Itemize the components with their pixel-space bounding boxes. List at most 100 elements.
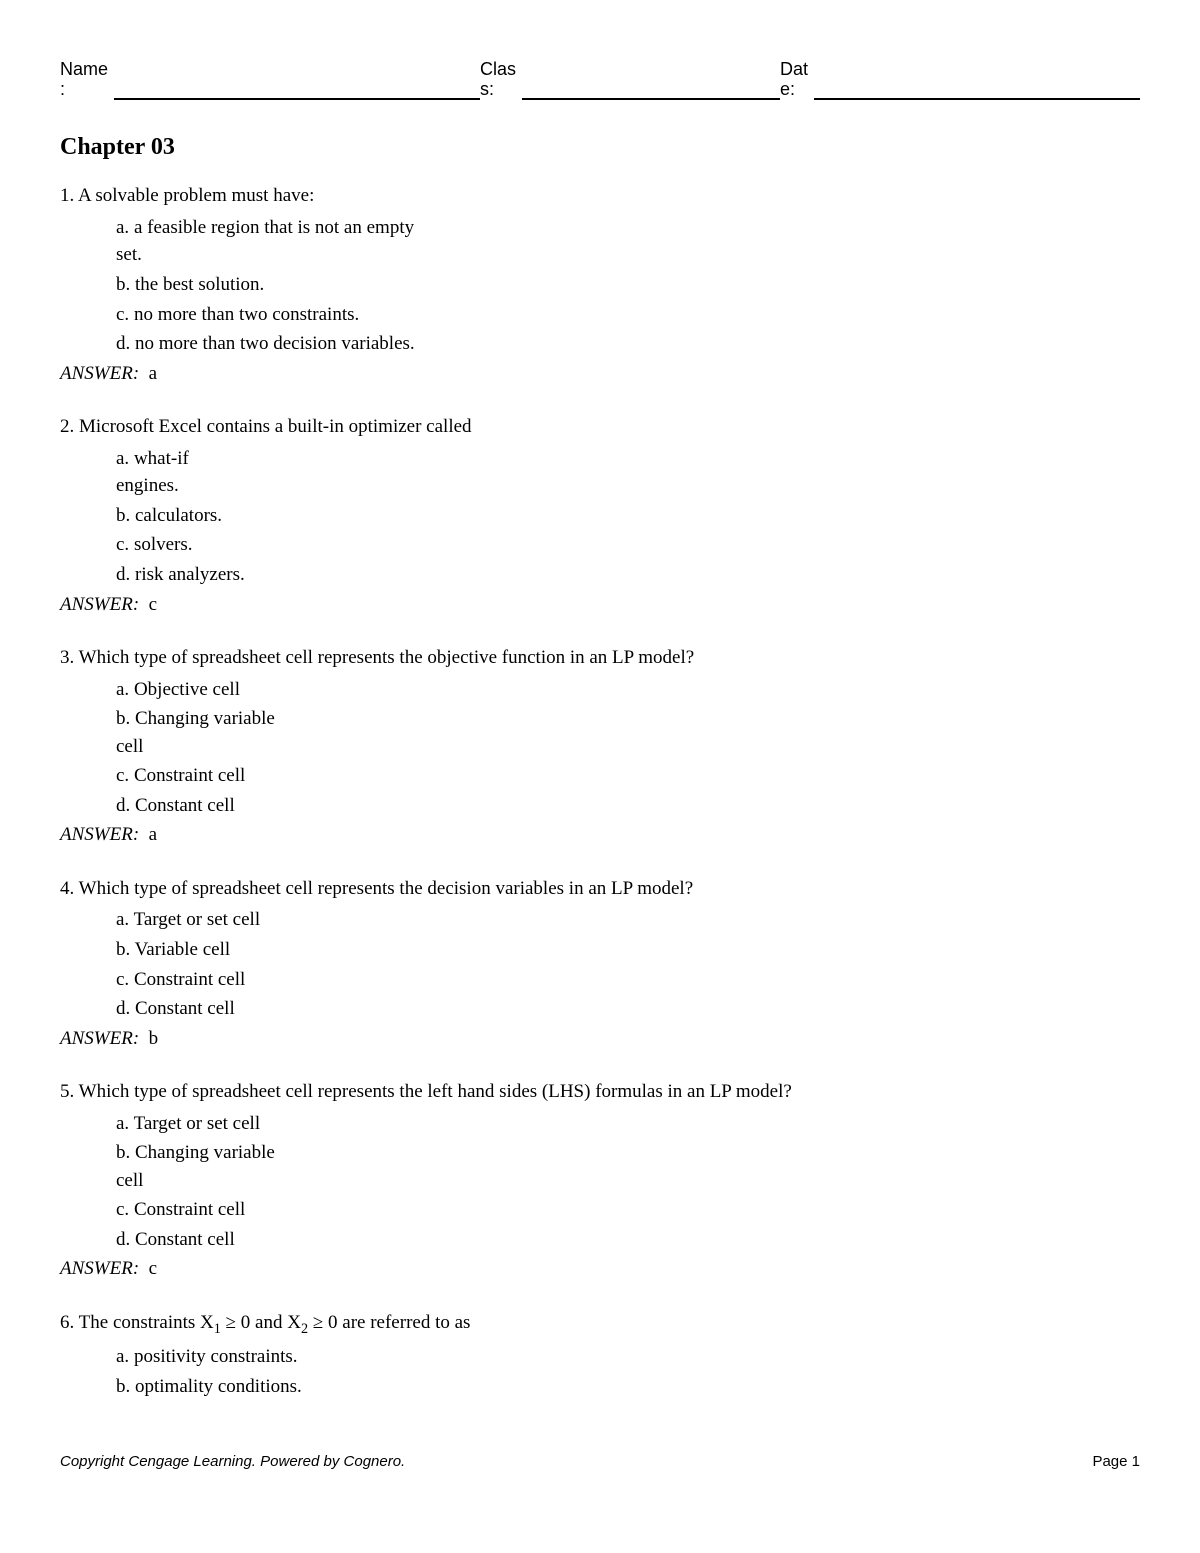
- question-3-option-d-text: Constant cell: [135, 795, 235, 816]
- class-label-top: Clas: [480, 60, 516, 80]
- page-footer: Copyright Cengage Learning. Powered by C…: [60, 1451, 1140, 1473]
- date-label-top: Dat: [780, 60, 808, 80]
- question-5-options: a. Target or set cell b. Changing variab…: [60, 1110, 960, 1254]
- question-4-number: 4.: [60, 878, 74, 899]
- question-2-option-c: c. solvers.: [116, 531, 960, 559]
- question-1-option-b-text: the best solution.: [135, 274, 264, 295]
- name-label-bot: :: [60, 80, 108, 100]
- question-3-answer: ANSWER: a: [60, 821, 1140, 849]
- question-5-option-a: a. Target or set cell: [116, 1110, 960, 1138]
- question-2-options: a. what-if engines. b. calculators. c. s…: [60, 445, 960, 589]
- question-4-option-d-text: Constant cell: [135, 998, 235, 1019]
- question-1-option-c-text: no more than two constraints.: [134, 304, 359, 325]
- class-label-bot: s:: [480, 80, 516, 100]
- question-1-answer-value: a: [149, 363, 157, 384]
- question-2-option-a: a. what-if engines.: [116, 445, 256, 500]
- question-3-option-c: c. Constraint cell: [116, 762, 960, 790]
- question-4-option-c: c. Constraint cell: [116, 966, 960, 994]
- question-1-option-a: a. a feasible region that is not an empt…: [116, 214, 416, 269]
- footer-copyright: Copyright Cengage Learning. Powered by C…: [60, 1451, 405, 1473]
- question-1-option-b: b. the best solution.: [116, 271, 960, 299]
- question-2-answer-value: c: [149, 594, 157, 615]
- question-6-prompt-mid2: ≥ 0 are referred to as: [308, 1312, 470, 1333]
- question-4-option-b: b. Variable cell: [116, 936, 960, 964]
- question-1-option-d-text: no more than two decision variables.: [135, 333, 415, 354]
- question-5-option-a-text: Target or set cell: [134, 1113, 261, 1134]
- chapter-title: Chapter 03: [60, 130, 1140, 165]
- question-3-option-c-text: Constraint cell: [134, 765, 245, 786]
- question-2-text: 2. Microsoft Excel contains a built-in o…: [60, 413, 1140, 441]
- question-1-option-a-text: a feasible region that is not an empty s…: [116, 217, 414, 266]
- question-5-option-d-text: Constant cell: [135, 1229, 235, 1250]
- question-6-prompt-pre: The constraints X: [79, 1312, 214, 1333]
- question-5-option-c: c. Constraint cell: [116, 1196, 960, 1224]
- question-2: 2. Microsoft Excel contains a built-in o…: [60, 413, 1140, 618]
- question-3: 3. Which type of spreadsheet cell repres…: [60, 644, 1140, 849]
- question-6-option-b: b. optimality conditions.: [116, 1373, 960, 1401]
- question-2-answer: ANSWER: c: [60, 591, 1140, 619]
- question-2-prompt: Microsoft Excel contains a built-in opti…: [79, 416, 472, 437]
- question-5-answer-value: c: [149, 1258, 157, 1279]
- question-6-number: 6.: [60, 1312, 74, 1333]
- question-5-option-b-text: Changing variable cell: [116, 1142, 275, 1191]
- question-5-answer: ANSWER: c: [60, 1255, 1140, 1283]
- question-3-option-a-text: Objective cell: [134, 679, 240, 700]
- question-5: 5. Which type of spreadsheet cell repres…: [60, 1078, 1140, 1283]
- question-2-option-c-text: solvers.: [134, 534, 193, 555]
- question-6-options: a. positivity constraints. b. optimality…: [60, 1343, 960, 1400]
- question-2-option-a-text: what-if engines.: [116, 448, 189, 497]
- question-1-text: 1. A solvable problem must have:: [60, 182, 1140, 210]
- question-4-prompt: Which type of spreadsheet cell represent…: [79, 878, 693, 899]
- question-5-option-d: d. Constant cell: [116, 1226, 960, 1254]
- question-4-option-b-text: Variable cell: [135, 939, 230, 960]
- class-label: Clas s:: [480, 60, 522, 100]
- question-3-option-d: d. Constant cell: [116, 792, 960, 820]
- question-3-answer-value: a: [149, 824, 157, 845]
- question-5-option-c-text: Constraint cell: [134, 1199, 245, 1220]
- date-field-block: Dat e:: [780, 60, 1140, 100]
- question-5-prompt: Which type of spreadsheet cell represent…: [79, 1081, 792, 1102]
- question-5-text: 5. Which type of spreadsheet cell repres…: [60, 1078, 1140, 1106]
- answer-label: ANSWER:: [60, 594, 139, 615]
- question-4-options: a. Target or set cell b. Variable cell c…: [60, 906, 960, 1022]
- question-3-option-b-text: Changing variable cell: [116, 708, 275, 757]
- question-3-prompt: Which type of spreadsheet cell represent…: [79, 647, 695, 668]
- question-6: 6. The constraints X1 ≥ 0 and X2 ≥ 0 are…: [60, 1309, 1140, 1401]
- name-label-top: Name: [60, 60, 108, 80]
- worksheet-header: Name : Clas s: Dat e:: [60, 60, 1140, 100]
- question-1: 1. A solvable problem must have: a. a fe…: [60, 182, 1140, 387]
- question-1-answer: ANSWER: a: [60, 360, 1140, 388]
- answer-label: ANSWER:: [60, 824, 139, 845]
- question-2-option-b-text: calculators.: [135, 505, 222, 526]
- question-2-option-d: d. risk analyzers.: [116, 561, 960, 589]
- name-blank-line: [114, 80, 480, 100]
- class-blank-line: [522, 80, 780, 100]
- question-6-sub1: 1: [214, 1321, 221, 1337]
- question-3-option-a: a. Objective cell: [116, 676, 960, 704]
- date-label: Dat e:: [780, 60, 814, 100]
- footer-page-number: Page 1: [1092, 1451, 1140, 1473]
- question-4-text: 4. Which type of spreadsheet cell repres…: [60, 875, 1140, 903]
- question-4: 4. Which type of spreadsheet cell repres…: [60, 875, 1140, 1052]
- question-4-option-d: d. Constant cell: [116, 995, 960, 1023]
- answer-label: ANSWER:: [60, 1028, 139, 1049]
- class-field-block: Clas s:: [480, 60, 780, 100]
- name-field-block: Name :: [60, 60, 480, 100]
- question-3-option-b: b. Changing variable cell: [116, 705, 306, 760]
- name-label: Name :: [60, 60, 114, 100]
- question-1-prompt: A solvable problem must have:: [78, 185, 314, 206]
- question-2-option-b: b. calculators.: [116, 502, 960, 530]
- question-6-prompt-mid1: ≥ 0 and X: [221, 1312, 301, 1333]
- question-4-answer-value: b: [149, 1028, 159, 1049]
- question-4-option-c-text: Constraint cell: [134, 969, 245, 990]
- question-1-option-c: c. no more than two constraints.: [116, 301, 960, 329]
- answer-label: ANSWER:: [60, 363, 139, 384]
- answer-label: ANSWER:: [60, 1258, 139, 1279]
- question-6-option-b-text: optimality conditions.: [135, 1376, 302, 1397]
- question-1-number: 1.: [60, 185, 74, 206]
- date-blank-line: [814, 80, 1140, 100]
- question-3-options: a. Objective cell b. Changing variable c…: [60, 676, 960, 820]
- question-1-option-d: d. no more than two decision variables.: [116, 330, 960, 358]
- question-4-answer: ANSWER: b: [60, 1025, 1140, 1053]
- question-5-option-b: b. Changing variable cell: [116, 1139, 306, 1194]
